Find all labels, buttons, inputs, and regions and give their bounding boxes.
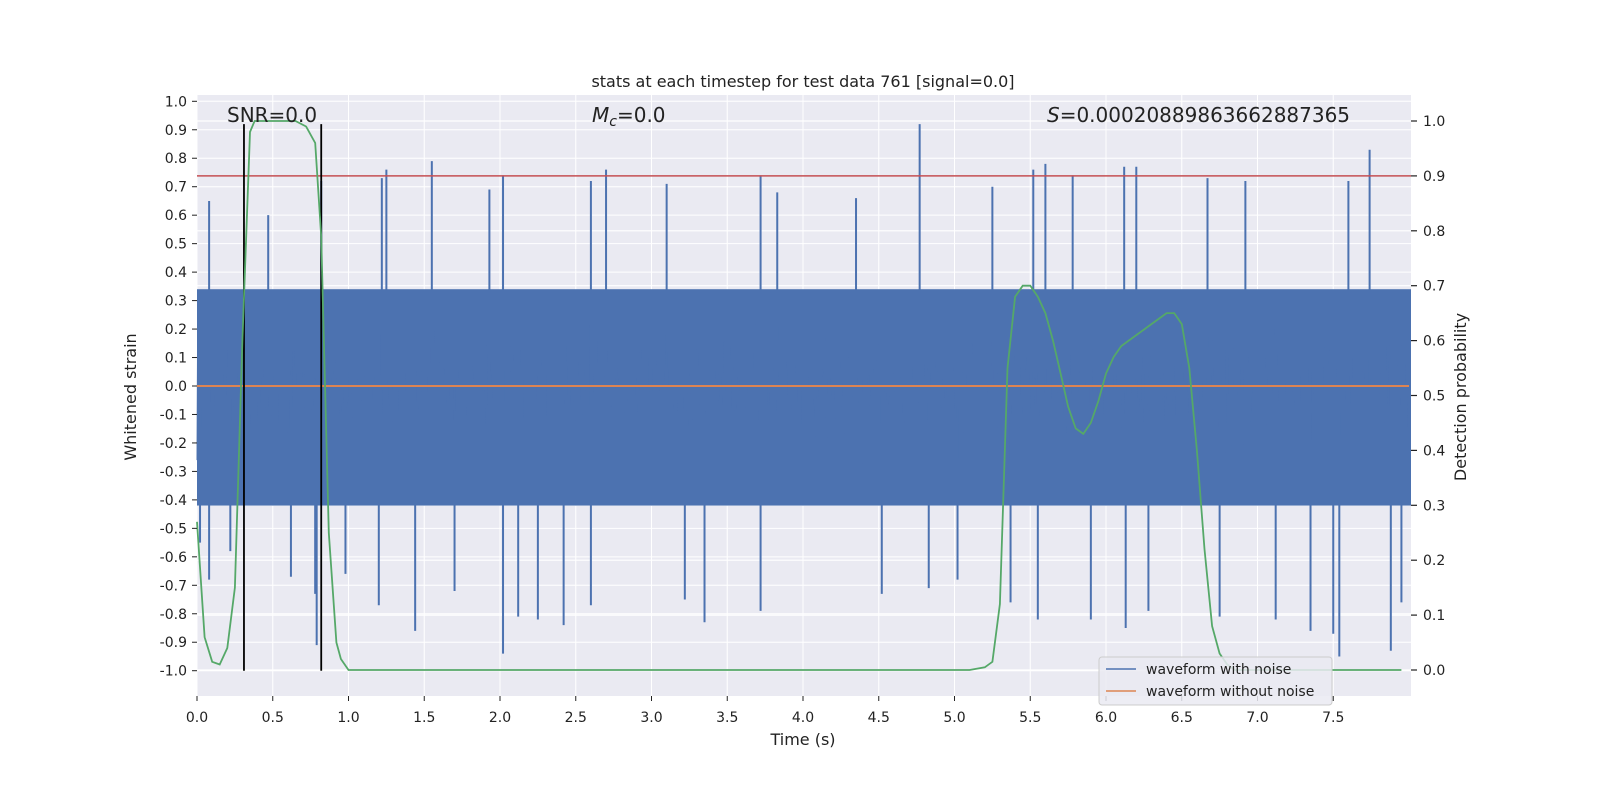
legend-label-clean: waveform without noise xyxy=(1146,684,1314,700)
y-tick-label: -0.1 xyxy=(160,407,187,423)
y-tick-label: -0.4 xyxy=(160,493,187,509)
y-tick-label: -1.0 xyxy=(160,664,187,680)
s-value: =0.00020889863662887365 xyxy=(1060,103,1350,127)
x-tick-label: 2.5 xyxy=(565,710,587,726)
y-tick-label: 0.3 xyxy=(165,294,187,310)
y-axis-ticks: 1.0 0.9 0.8 0.7 0.6 0.5 0.4 0.3 0.2 0.1 0.0 -0.1 -0.… xyxy=(160,94,197,680)
y-tick-label: 0.9 xyxy=(165,123,187,139)
x-axis-ticks: 0.0 0.5 1.0 1.5 2.0 2.5 3.0 3.5 4.0 4.5 5.0 5.5 6.0 6… xyxy=(186,696,1344,726)
legend: waveform with noise waveform without noi… xyxy=(1098,656,1333,706)
y-tick-label: -0.5 xyxy=(160,521,187,537)
y2-axis-ticks: 1.0 0.9 0.8 0.7 0.6 0.5 0.4 0.3 0.2 0.1 0.0 xyxy=(1411,114,1445,679)
x-tick-label: 5.5 xyxy=(1019,710,1041,726)
y-tick-label: -0.6 xyxy=(160,550,187,566)
s-annotation: S=0.00020889863662887365 xyxy=(1047,103,1350,127)
chirp-mass-annotation: Mc=0.0 xyxy=(592,103,666,130)
x-tick-label: 6.0 xyxy=(1095,710,1117,726)
y-tick-label: 0.5 xyxy=(165,237,187,253)
y2-tick-label: 0.3 xyxy=(1423,498,1445,514)
y-tick-label: 0.0 xyxy=(165,379,187,395)
probability-curve xyxy=(196,120,1402,671)
series-detection-probability xyxy=(196,120,1402,671)
x-tick-label: 6.5 xyxy=(1171,710,1193,726)
chart-title: stats at each timestep for test data 761… xyxy=(591,72,1014,91)
x-tick-label: 7.0 xyxy=(1246,710,1268,726)
x-tick-label: 1.0 xyxy=(337,710,359,726)
x-tick-label: 3.5 xyxy=(716,710,738,726)
x-tick-label: 3.0 xyxy=(640,710,662,726)
y2-tick-label: 0.9 xyxy=(1423,169,1445,185)
x-tick-label: 2.0 xyxy=(489,710,511,726)
window-markers xyxy=(243,124,323,671)
y2-tick-label: 0.7 xyxy=(1423,279,1445,295)
x-tick-label: 0.0 xyxy=(186,710,208,726)
series-waveform-with-noise xyxy=(196,124,1411,657)
y2-axis-label: Detection probability xyxy=(1451,313,1470,481)
y2-tick-label: 0.6 xyxy=(1423,334,1445,350)
y2-tick-label: 0.2 xyxy=(1423,553,1445,569)
y2-tick-label: 1.0 xyxy=(1423,114,1445,130)
y2-tick-label: 0.8 xyxy=(1423,224,1445,240)
x-axis-label: Time (s) xyxy=(769,730,835,749)
y-tick-label: 0.2 xyxy=(165,322,187,338)
x-tick-label: 1.5 xyxy=(413,710,435,726)
y-tick-label: -0.2 xyxy=(160,436,187,452)
y2-tick-label: 0.1 xyxy=(1423,608,1445,624)
snr-annotation: SNR=0.0 xyxy=(227,103,317,127)
y-tick-label: 0.8 xyxy=(165,151,187,167)
y-tick-label: 1.0 xyxy=(165,94,187,110)
y-tick-label: -0.3 xyxy=(160,464,187,480)
legend-box xyxy=(1098,656,1333,706)
chirp-mass-subscript: c xyxy=(609,114,617,130)
y2-tick-label: 0.0 xyxy=(1423,663,1445,679)
y-tick-label: -0.9 xyxy=(160,635,187,651)
s-symbol: S xyxy=(1047,103,1060,127)
chirp-mass-value: =0.0 xyxy=(617,103,666,127)
y-tick-label: 0.6 xyxy=(165,208,187,224)
y-tick-label: 0.1 xyxy=(165,351,187,367)
y-tick-label: -0.8 xyxy=(160,607,187,623)
x-tick-label: 7.5 xyxy=(1322,710,1344,726)
y2-tick-label: 0.5 xyxy=(1423,389,1445,405)
y-axis-label: Whitened strain xyxy=(121,333,140,460)
x-tick-label: 0.5 xyxy=(262,710,284,726)
y-tick-label: 0.4 xyxy=(165,265,187,281)
x-tick-label: 5.0 xyxy=(943,710,965,726)
y2-tick-label: 0.4 xyxy=(1423,443,1445,459)
legend-label-noise: waveform with noise xyxy=(1146,662,1291,678)
y-tick-label: 0.7 xyxy=(165,180,187,196)
x-tick-label: 4.0 xyxy=(792,710,814,726)
chirp-mass-symbol: M xyxy=(592,103,609,127)
x-tick-label: 4.5 xyxy=(868,710,890,726)
y-tick-label: -0.7 xyxy=(160,578,187,594)
